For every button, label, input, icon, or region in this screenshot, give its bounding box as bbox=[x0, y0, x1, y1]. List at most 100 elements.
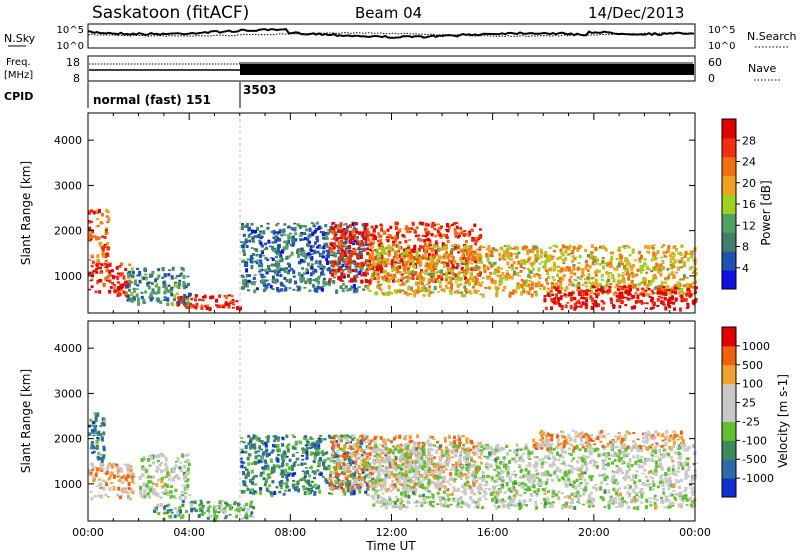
heatmap-cell bbox=[330, 272, 334, 277]
heatmap-cell bbox=[100, 246, 104, 250]
heatmap-cell bbox=[329, 269, 333, 275]
heatmap-cell bbox=[634, 259, 638, 262]
heatmap-cell bbox=[325, 237, 329, 241]
heatmap-cell bbox=[338, 256, 341, 261]
colorbar-swatch bbox=[722, 270, 736, 290]
heatmap-cell bbox=[303, 272, 306, 275]
heatmap-cell bbox=[101, 248, 105, 252]
heatmap-cell bbox=[455, 473, 459, 476]
y-tick-label: 3000 bbox=[54, 179, 82, 192]
heatmap-cell bbox=[394, 289, 398, 293]
heatmap-cell bbox=[498, 252, 502, 257]
heatmap-cell bbox=[126, 298, 130, 302]
heatmap-cell bbox=[155, 277, 159, 280]
heatmap-cell bbox=[344, 463, 348, 466]
heatmap-cell bbox=[245, 223, 249, 227]
heatmap-cell bbox=[532, 260, 536, 265]
heatmap-cell bbox=[445, 271, 449, 276]
heatmap-cell bbox=[373, 263, 377, 266]
heatmap-cell bbox=[152, 291, 156, 294]
heatmap-cell bbox=[281, 463, 284, 466]
heatmap-cell bbox=[451, 264, 455, 268]
heatmap-cell bbox=[287, 269, 291, 272]
heatmap-cell bbox=[469, 250, 473, 255]
heatmap-cell bbox=[270, 451, 274, 454]
heatmap-cell bbox=[116, 275, 120, 281]
heatmap-cell bbox=[182, 477, 186, 480]
heatmap-cell bbox=[283, 473, 287, 476]
heatmap-cell bbox=[240, 464, 244, 469]
heatmap-cell bbox=[339, 486, 343, 490]
heatmap-cell bbox=[113, 286, 117, 291]
heatmap-cell bbox=[366, 247, 370, 250]
heatmap-cell bbox=[561, 278, 565, 281]
heatmap-cell bbox=[488, 287, 492, 290]
heatmap-cell bbox=[638, 479, 642, 483]
heatmap-cell bbox=[362, 451, 366, 454]
heatmap-cell bbox=[99, 495, 103, 499]
heatmap-cell bbox=[353, 452, 357, 458]
heatmap-cell bbox=[395, 444, 399, 448]
heatmap-cell bbox=[271, 449, 275, 453]
heatmap-cell bbox=[250, 264, 254, 270]
heatmap-cell bbox=[472, 485, 476, 487]
heatmap-cell bbox=[462, 269, 466, 273]
heatmap-cell bbox=[142, 495, 146, 499]
heatmap-cell bbox=[360, 482, 364, 486]
heatmap-cell bbox=[192, 507, 196, 511]
heatmap-cell bbox=[254, 455, 258, 460]
heatmap-cell bbox=[543, 298, 547, 302]
heatmap-cell bbox=[328, 278, 332, 283]
heatmap-cell bbox=[335, 475, 339, 480]
heatmap-cell bbox=[329, 481, 333, 486]
heatmap-cell bbox=[116, 493, 120, 497]
heatmap-cell bbox=[526, 267, 530, 270]
heatmap-cell bbox=[332, 471, 336, 475]
heatmap-cell bbox=[255, 227, 259, 231]
heatmap-cell bbox=[434, 249, 438, 253]
heatmap-cell bbox=[104, 276, 108, 281]
heatmap-cell bbox=[357, 247, 361, 250]
heatmap-cell bbox=[638, 282, 642, 286]
heatmap-cell bbox=[386, 228, 390, 232]
heatmap-cell bbox=[112, 474, 116, 479]
heatmap-cell bbox=[257, 454, 261, 457]
heatmap-cell bbox=[392, 459, 396, 464]
heatmap-cell bbox=[181, 484, 185, 487]
heatmap-cell bbox=[353, 275, 356, 278]
heatmap-cell bbox=[244, 475, 248, 480]
heatmap-cell bbox=[293, 227, 297, 232]
heatmap-cell bbox=[184, 485, 188, 488]
heatmap-cell bbox=[122, 290, 126, 294]
heatmap-cell bbox=[456, 289, 460, 294]
heatmap-cell bbox=[350, 445, 353, 451]
heatmap-cell bbox=[362, 466, 366, 471]
heatmap-cell bbox=[420, 288, 424, 292]
heatmap-cell bbox=[427, 262, 431, 267]
heatmap-cell bbox=[349, 262, 353, 265]
heatmap-cell bbox=[344, 487, 348, 490]
heatmap-cell bbox=[516, 284, 520, 289]
heatmap-cell bbox=[388, 498, 392, 502]
heatmap-cell bbox=[587, 504, 591, 508]
heatmap-cell bbox=[644, 278, 648, 282]
heatmap-cell bbox=[139, 486, 143, 491]
heatmap-cell bbox=[149, 298, 153, 302]
heatmap-cell bbox=[282, 455, 286, 459]
heatmap-cell bbox=[460, 266, 464, 269]
heatmap-cell bbox=[120, 262, 123, 266]
heatmap-cell bbox=[291, 445, 295, 450]
heatmap-cell bbox=[671, 291, 675, 294]
heatmap-cell bbox=[326, 457, 330, 461]
heatmap-cell bbox=[579, 289, 583, 294]
heatmap-cell bbox=[101, 222, 105, 225]
heatmap-cell bbox=[358, 486, 362, 489]
heatmap-cell bbox=[165, 512, 169, 515]
heatmap-cell bbox=[530, 264, 534, 267]
heatmap-cell bbox=[411, 264, 415, 268]
heatmap-cell bbox=[297, 285, 301, 291]
heatmap-cell bbox=[159, 496, 163, 499]
heatmap-cell bbox=[358, 440, 362, 444]
heatmap-cell bbox=[237, 508, 241, 513]
heatmap-cell bbox=[606, 261, 610, 265]
